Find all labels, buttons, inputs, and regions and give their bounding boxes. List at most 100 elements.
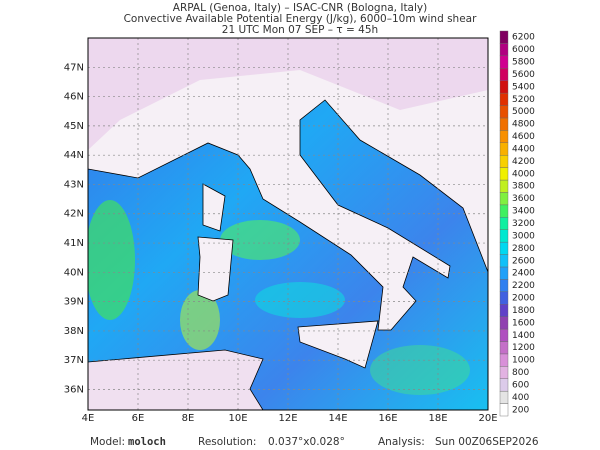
colorbar-box xyxy=(499,304,509,317)
lat-label: 36N xyxy=(64,384,84,395)
graticule xyxy=(88,38,488,410)
lon-label: 4E xyxy=(82,413,95,424)
colorbar-box xyxy=(499,204,509,218)
title-line: ARPAL (Genoa, Italy) – ISAC-CNR (Bologna… xyxy=(173,2,427,14)
colorbar-label: 1000 xyxy=(512,356,535,366)
colorbar-box xyxy=(499,241,509,255)
field-patch xyxy=(180,290,220,350)
colorbar-box xyxy=(499,30,509,44)
footer-value: moloch xyxy=(128,436,166,448)
colorbar-label: 4000 xyxy=(512,169,535,179)
footer-value: Sun 00Z06SEP2026 xyxy=(435,436,539,448)
title-line: 21 UTC Mon 07 SEP – τ = 45h xyxy=(222,24,378,36)
field-patch xyxy=(255,282,345,318)
colorbar-box xyxy=(499,179,509,193)
colorbar-box xyxy=(499,353,509,367)
africa xyxy=(88,349,264,410)
footer-value: 0.037°x0.028° xyxy=(268,436,345,448)
colorbar-box xyxy=(499,403,509,417)
field-patch xyxy=(88,200,135,320)
colorbar-box xyxy=(499,279,509,293)
colorbar-box xyxy=(499,390,509,404)
colorbar-label: 1400 xyxy=(512,331,535,341)
colorbar-label: 3200 xyxy=(512,219,535,229)
footer-label: Analysis: xyxy=(378,436,425,448)
corsica xyxy=(202,183,226,232)
colorbar-box xyxy=(499,217,509,230)
colorbar-box xyxy=(499,154,509,168)
lat-label: 38N xyxy=(64,326,84,337)
lon-label: 8E xyxy=(182,413,195,424)
colorbar-box xyxy=(499,105,509,119)
colorbar-box xyxy=(499,68,509,81)
colorbar-box xyxy=(499,341,509,355)
lat-label: 39N xyxy=(64,297,84,308)
lat-label: 47N xyxy=(64,62,84,73)
colorbar-label: 4400 xyxy=(512,144,535,154)
colorbar: 200 400 600 800 1000 1200 1400 1600 1800 2000 2200… xyxy=(499,30,535,417)
colorbar-box xyxy=(499,366,509,379)
sardinia xyxy=(197,236,234,302)
lat-label: 40N xyxy=(64,267,84,278)
colorbar-label: 3800 xyxy=(512,182,535,192)
lon-label: 18E xyxy=(428,413,447,424)
colorbar-label: 5600 xyxy=(512,70,535,80)
colorbar-label: 5200 xyxy=(512,95,535,105)
lon-label: 12E xyxy=(278,413,297,424)
colorbar-box xyxy=(499,254,509,268)
colorbar-label: 6000 xyxy=(512,45,535,55)
colorbar-label: 800 xyxy=(512,368,529,378)
colorbar-label: 1600 xyxy=(512,318,535,328)
lat-label: 37N xyxy=(64,355,84,366)
field-patch xyxy=(220,220,300,260)
lon-label: 6E xyxy=(132,413,145,424)
colorbar-label: 4600 xyxy=(512,132,535,142)
colorbar-box xyxy=(499,229,509,243)
map-field xyxy=(88,38,488,410)
colorbar-box xyxy=(499,378,509,392)
colorbar-box xyxy=(499,328,509,342)
colorbar-label: 3000 xyxy=(512,231,535,241)
lat-label: 44N xyxy=(64,150,84,161)
colorbar-label: 200 xyxy=(512,405,529,415)
colorbar-label: 4200 xyxy=(512,157,535,167)
title-line: Convective Available Potential Energy (J… xyxy=(124,13,478,25)
colorbar-box xyxy=(499,117,509,131)
lon-label: 10E xyxy=(228,413,247,424)
footer-label: Resolution: xyxy=(198,436,256,448)
colorbar-label: 2600 xyxy=(512,256,535,266)
colorbar-box xyxy=(499,130,509,143)
colorbar-label: 3400 xyxy=(512,207,535,217)
colorbar-box xyxy=(499,192,509,206)
colorbar-label: 1800 xyxy=(512,306,535,316)
lat-label: 46N xyxy=(64,92,84,103)
colorbar-label: 2000 xyxy=(512,294,535,304)
lat-label: 43N xyxy=(64,179,84,190)
map-frame xyxy=(87,37,489,411)
footer-label: Model: xyxy=(90,436,125,448)
field-patch xyxy=(370,345,470,395)
lat-label: 42N xyxy=(64,209,84,220)
lon-label: 20E xyxy=(478,413,497,424)
colorbar-label: 4800 xyxy=(512,120,535,130)
lat-label: 45N xyxy=(64,121,84,132)
axis-labels: 4E 6E 8E 10E 12E 14E 16E 18E 20E 36N 37N 38N 39N 40N 4… xyxy=(64,62,498,424)
colorbar-label: 2200 xyxy=(512,281,535,291)
colorbar-label: 5800 xyxy=(512,58,535,68)
colorbar-label: 1200 xyxy=(512,343,535,353)
lon-label: 14E xyxy=(328,413,347,424)
land-shading xyxy=(88,38,488,150)
lon-label: 16E xyxy=(378,413,397,424)
colorbar-label: 600 xyxy=(512,380,529,390)
lat-label: 41N xyxy=(64,238,84,249)
colorbar-box xyxy=(499,43,509,57)
colorbar-label: 5400 xyxy=(512,82,535,92)
colorbar-box xyxy=(499,142,509,156)
colorbar-label: 400 xyxy=(512,393,529,403)
colorbar-box xyxy=(499,316,509,330)
colorbar-box xyxy=(499,80,509,94)
colorbar-box xyxy=(499,167,509,181)
colorbar-box xyxy=(499,266,509,280)
colorbar-label: 6200 xyxy=(512,33,535,43)
